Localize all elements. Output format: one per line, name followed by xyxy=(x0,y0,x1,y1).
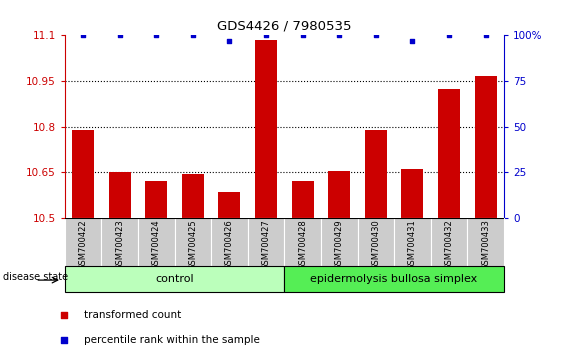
Point xyxy=(59,312,68,318)
Point xyxy=(115,33,124,38)
Bar xyxy=(321,218,358,266)
Bar xyxy=(145,181,167,218)
Point xyxy=(445,33,454,38)
Bar xyxy=(358,218,394,266)
Bar xyxy=(467,218,504,266)
Point xyxy=(408,38,417,44)
Bar xyxy=(109,172,131,218)
Text: GSM700430: GSM700430 xyxy=(372,219,380,270)
Text: GSM700429: GSM700429 xyxy=(335,219,343,270)
Point xyxy=(152,33,161,38)
Text: GSM700424: GSM700424 xyxy=(152,219,160,270)
Bar xyxy=(284,218,321,266)
Text: transformed count: transformed count xyxy=(84,310,181,320)
Bar xyxy=(328,171,350,218)
Bar xyxy=(175,218,211,266)
Text: percentile rank within the sample: percentile rank within the sample xyxy=(84,335,260,345)
Bar xyxy=(394,218,431,266)
Bar xyxy=(401,169,423,218)
Text: GSM700427: GSM700427 xyxy=(262,219,270,270)
Point xyxy=(334,33,343,38)
Text: GSM700432: GSM700432 xyxy=(445,219,453,270)
Bar xyxy=(211,218,248,266)
Bar xyxy=(72,130,94,218)
Point xyxy=(79,33,88,38)
Point xyxy=(298,33,307,38)
Bar xyxy=(365,130,387,218)
Text: GSM700433: GSM700433 xyxy=(481,219,490,270)
Text: GSM700428: GSM700428 xyxy=(298,219,307,270)
Bar xyxy=(248,218,284,266)
Bar xyxy=(475,76,497,218)
Text: GSM700425: GSM700425 xyxy=(189,219,197,270)
Bar xyxy=(138,218,175,266)
Bar xyxy=(182,174,204,218)
Bar xyxy=(284,266,504,292)
Bar xyxy=(65,218,101,266)
Point xyxy=(188,33,197,38)
Title: GDS4426 / 7980535: GDS4426 / 7980535 xyxy=(217,20,351,33)
Point xyxy=(59,337,68,343)
Text: epidermolysis bullosa simplex: epidermolysis bullosa simplex xyxy=(310,274,478,284)
Text: GSM700422: GSM700422 xyxy=(79,219,87,270)
Text: control: control xyxy=(155,274,194,284)
Bar xyxy=(218,192,240,218)
Bar xyxy=(255,40,277,218)
Bar xyxy=(101,218,138,266)
Bar xyxy=(292,181,314,218)
Point xyxy=(481,33,490,38)
Bar xyxy=(65,266,284,292)
Text: GSM700426: GSM700426 xyxy=(225,219,234,270)
Bar xyxy=(438,88,460,218)
Point xyxy=(372,33,381,38)
Text: GSM700431: GSM700431 xyxy=(408,219,417,270)
Bar xyxy=(431,218,467,266)
Text: GSM700423: GSM700423 xyxy=(115,219,124,270)
Point xyxy=(225,38,234,44)
Text: disease state: disease state xyxy=(3,273,68,282)
Point xyxy=(261,33,270,38)
